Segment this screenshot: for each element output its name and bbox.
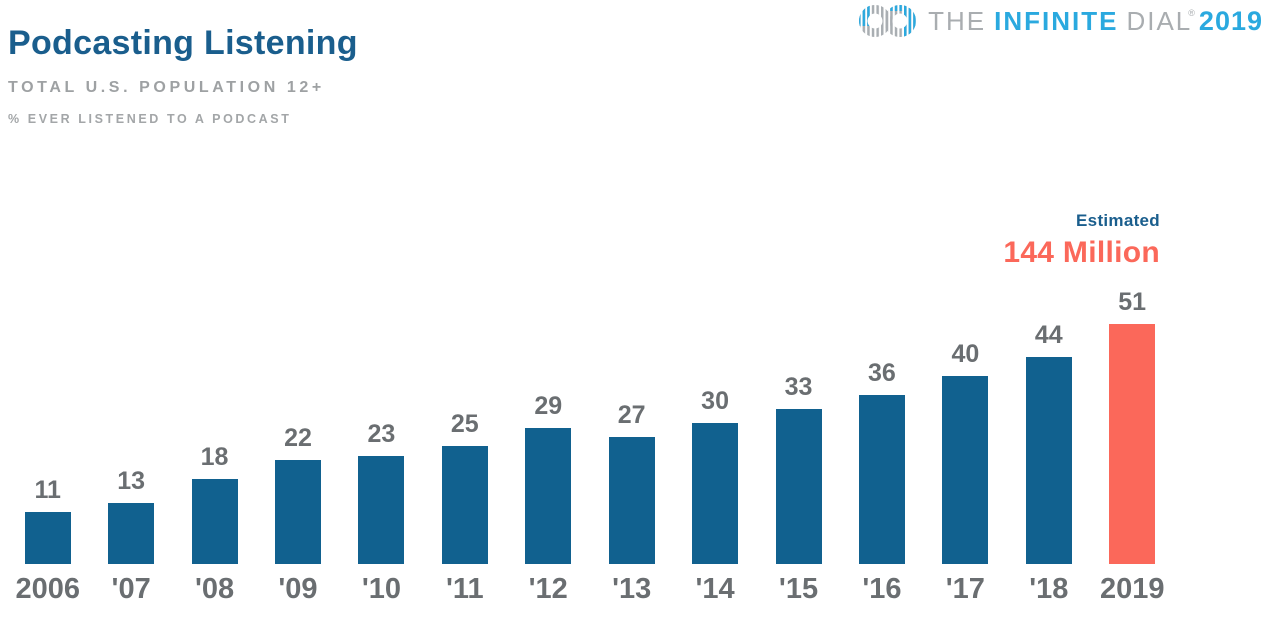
page-title: Podcasting Listening [8, 24, 358, 62]
bar-09 [274, 460, 321, 564]
bar-value-label: 23 [367, 420, 396, 448]
bar-2019 [1109, 324, 1156, 564]
bar-17 [942, 376, 989, 564]
bar-chart: 11 2006 13 '07 18 '08 22 '09 23 '10 25 '11 29 '12 27 '1… [6, 290, 1174, 606]
bar-08 [191, 479, 238, 564]
chart-column: 33 '15 [757, 375, 840, 606]
chart-column: 27 '13 [590, 403, 673, 606]
x-axis-label: '14 [695, 573, 735, 605]
x-axis-label: '12 [528, 573, 568, 605]
bar-16 [858, 395, 905, 564]
bar-value-label: 11 [34, 476, 61, 504]
estimate-label: Estimated [1076, 211, 1160, 230]
bar-07 [108, 503, 155, 564]
chart-metric-note: % EVER LISTENED TO A PODCAST [8, 112, 292, 126]
x-axis-label: '11 [446, 573, 484, 605]
chart-column: 51 2019 [1090, 290, 1173, 606]
x-axis-label: '16 [862, 573, 902, 605]
x-axis-label: 2019 [1099, 573, 1165, 605]
bar-value-label: 22 [284, 424, 312, 452]
chart-column: 40 '17 [924, 342, 1007, 606]
x-axis-label: 2006 [15, 573, 80, 605]
bar-2006 [24, 512, 71, 564]
chart-column: 29 '12 [507, 394, 590, 606]
estimate-annotation: Estimated 144 Million [1003, 211, 1160, 270]
chart-column: 30 '14 [673, 389, 756, 606]
bar-value-label: 25 [450, 410, 479, 438]
chart-column: 11 2006 [6, 478, 89, 606]
chart-subtitle: TOTAL U.S. POPULATION 12+ [8, 79, 325, 96]
bar-value-label: 18 [200, 443, 229, 471]
chart-column: 13 '07 [89, 469, 172, 606]
chart-column: 23 '10 [340, 422, 423, 606]
chart-column: 25 '11 [423, 412, 506, 606]
bar-value-label: 13 [117, 467, 146, 495]
bar-10 [358, 456, 405, 564]
x-axis-label: '08 [194, 573, 235, 605]
bar-value-label: 33 [784, 373, 813, 401]
bar-11 [441, 446, 488, 564]
infinite-dial-logo: THE INFINITE DIAL ® 2019 [858, 2, 1263, 40]
bar-value-label: 36 [868, 359, 896, 387]
registered-trademark-symbol: ® [1188, 8, 1195, 18]
bar-12 [525, 428, 572, 564]
chart-column: 22 '09 [256, 426, 339, 606]
infinite-dial-logo-icon [859, 5, 917, 37]
logo-year: 2019 [1198, 5, 1263, 36]
bar-14 [692, 423, 739, 564]
bar-value-label: 40 [951, 340, 980, 368]
x-axis-label: '17 [945, 573, 985, 605]
logo-word-dial: DIAL [1126, 5, 1193, 36]
chart-column: 18 '08 [173, 445, 256, 606]
x-axis-label: '18 [1029, 573, 1069, 605]
x-axis-label: '13 [612, 573, 652, 605]
chart-column: 36 '16 [840, 361, 923, 606]
logo-word-infinite: INFINITE [994, 5, 1119, 36]
bar-value-label: 51 [1118, 288, 1147, 316]
estimate-value: 144 Million [1003, 236, 1160, 269]
bar-value-label: 30 [701, 387, 729, 415]
x-axis-label: '15 [778, 573, 819, 605]
x-axis-label: '09 [278, 573, 318, 605]
bar-15 [775, 409, 822, 564]
x-axis-label: '07 [111, 573, 151, 605]
bar-value-label: 44 [1034, 321, 1063, 349]
logo-word-the: THE [928, 5, 987, 36]
bar-18 [1025, 357, 1072, 564]
bar-value-label: 29 [534, 392, 563, 420]
header: Podcasting Listening TOTAL U.S. POPULATI… [8, 24, 358, 126]
bar-value-label: 27 [617, 401, 646, 429]
chart-column: 44 '18 [1007, 323, 1090, 606]
bar-13 [608, 437, 655, 564]
x-axis-label: '10 [361, 573, 401, 605]
